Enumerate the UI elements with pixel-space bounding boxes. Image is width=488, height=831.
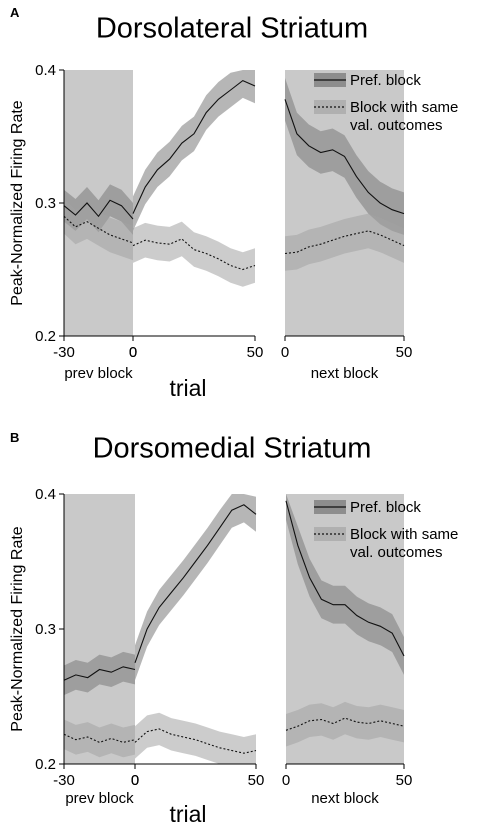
legend-label: Pref. block <box>350 72 421 89</box>
legend-label: Block with same val. outcomes <box>350 526 458 561</box>
x-tick-label: 0 <box>281 344 289 361</box>
series-line-pref-block <box>284 99 405 215</box>
x-tick-label: 0 <box>129 344 137 361</box>
y-tick-label: 0.2 <box>35 756 56 773</box>
legend-label-line: Block with same <box>350 99 458 116</box>
chart-title: Dorsolateral Striatum <box>96 13 368 45</box>
series-line-same-val-block <box>285 717 405 731</box>
block-label: prev block <box>64 365 133 382</box>
chart-title: Dorsomedial Striatum <box>93 433 372 465</box>
series-line-same-val-block <box>132 238 256 271</box>
x-tick-label: 0 <box>282 772 290 789</box>
y-tick-label: 0.4 <box>35 62 56 79</box>
x-tick-label: 0 <box>131 772 139 789</box>
block-label: next block <box>311 790 379 807</box>
panel-a: A Dorsolateral Striatum -30 0 prev block 0 50 0… <box>9 5 458 401</box>
x-tick-label: 0 <box>131 772 139 789</box>
panel-letter: A <box>10 5 20 20</box>
legend-label-line: Block with same <box>350 526 458 543</box>
sem-band <box>135 712 256 764</box>
block-label: next block <box>311 365 379 382</box>
x-tick-label: -30 <box>53 772 75 789</box>
y-tick-label: 0.2 <box>35 328 56 345</box>
series-line-same-val-block <box>134 728 257 754</box>
x-tick-label: -30 <box>53 344 75 361</box>
sem-band <box>64 199 133 261</box>
x-tick-label: 0 <box>129 344 137 361</box>
series-line-pref-block <box>63 666 136 681</box>
sem-band <box>135 494 256 681</box>
series-line-same-val-block <box>63 215 134 244</box>
legend-label-line: val. outcomes <box>350 117 443 134</box>
series-line-pref-block <box>134 504 257 663</box>
sem-band <box>133 70 255 231</box>
y-axis-label: Peak-Normalized Firing Rate <box>9 526 26 732</box>
series-line-same-val-block <box>63 733 136 743</box>
x-axis-label: trial <box>169 375 206 401</box>
sem-band <box>133 221 255 287</box>
x-tick-label: 50 <box>247 344 264 361</box>
series-line-pref-block <box>132 79 256 214</box>
series-line-pref-block <box>285 500 405 657</box>
legend-label: Block with same val. outcomes <box>350 99 458 134</box>
y-tick-label: 0.3 <box>35 195 56 212</box>
x-tick-label: 50 <box>396 344 413 361</box>
series-line-same-val-block <box>284 230 405 255</box>
x-tick-label: 50 <box>396 772 413 789</box>
x-axis-label: trial <box>169 801 206 827</box>
sem-band <box>285 213 404 271</box>
y-tick-label: 0.3 <box>35 621 56 638</box>
y-tick-label: 0.4 <box>35 486 56 503</box>
sem-band <box>286 494 404 675</box>
sem-band <box>64 651 135 696</box>
sem-band <box>286 701 404 747</box>
legend-label: Pref. block <box>350 499 421 516</box>
x-tick-label: 50 <box>248 772 265 789</box>
legend-label-line: Pref. block <box>350 499 421 516</box>
sem-band <box>64 719 135 758</box>
block-label: prev block <box>65 790 134 807</box>
series-line-pref-block <box>63 199 134 220</box>
y-axis-label: Peak-Normalized Firing Rate <box>9 100 26 306</box>
legend-label-line: val. outcomes <box>350 544 443 561</box>
panel-letter: B <box>10 430 19 445</box>
block-shading <box>64 494 135 764</box>
legend-label-line: Pref. block <box>350 72 421 89</box>
